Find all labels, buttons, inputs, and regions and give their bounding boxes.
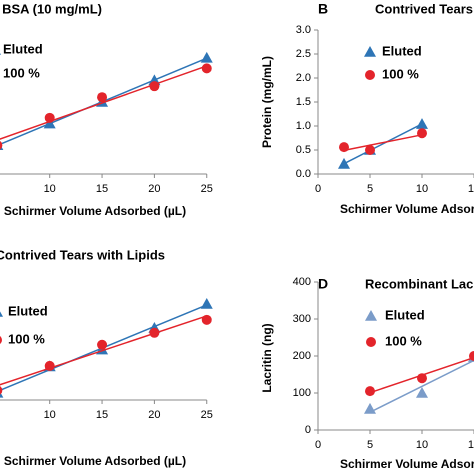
- x-tick-label: 25: [201, 183, 213, 195]
- x-tick-label: 0: [315, 183, 321, 195]
- data-point: [43, 117, 56, 129]
- data-point: [417, 373, 427, 384]
- x-tick-label: 15: [96, 183, 108, 195]
- legend-marker: [365, 70, 375, 80]
- legend-label: Eluted: [382, 43, 422, 58]
- data-point: [200, 298, 213, 309]
- data-point: [469, 351, 474, 361]
- data-point: [417, 128, 427, 139]
- legend-marker: [365, 310, 377, 321]
- data-point: [416, 118, 428, 129]
- y-tick-label: 400: [293, 276, 311, 288]
- x-axis-label: Schirmer Volume Adsorbed (µL): [340, 457, 474, 471]
- y-tick-label: 300: [293, 313, 311, 325]
- panel-letter: D: [318, 276, 328, 292]
- y-tick-label: 2.5: [296, 48, 311, 60]
- x-tick-label: 20: [148, 183, 160, 195]
- trend-line: [0, 65, 208, 140]
- data-point: [201, 63, 212, 74]
- data-point: [149, 327, 160, 338]
- y-tick-label: 0.5: [296, 144, 311, 156]
- y-tick-label: 100: [293, 387, 311, 399]
- y-axis-label: Protein (mg/mL): [260, 56, 274, 148]
- legend-label: 100 %: [385, 333, 422, 348]
- data-point: [200, 51, 213, 63]
- x-axis-label: Schirmer Volume Adsorbed (µL): [4, 204, 186, 218]
- x-tick-label: 5: [367, 183, 373, 195]
- data-point: [365, 145, 375, 155]
- data-point: [339, 142, 349, 153]
- data-point: [0, 391, 4, 398]
- panel-title: Contrived Tears: [375, 1, 473, 16]
- y-tick-label: 1.0: [296, 120, 311, 132]
- trend-line: [369, 359, 474, 413]
- legend-marker: [0, 52, 1, 55]
- data-point: [201, 314, 212, 325]
- y-axis-label: Lacritin (ng): [260, 323, 274, 392]
- legend-label: Eluted: [385, 307, 425, 322]
- x-tick-label: 25: [201, 409, 213, 421]
- data-point: [97, 92, 108, 103]
- x-tick-label: 15: [468, 183, 474, 195]
- x-tick-label: 5: [367, 439, 373, 451]
- legend-marker: [364, 46, 376, 57]
- y-tick-label: 2.0: [296, 72, 311, 84]
- data-point: [365, 386, 375, 397]
- panel-title: Recombinant Lacritin: [365, 276, 474, 291]
- panel-title: BSA (10 mg/mL): [2, 1, 102, 16]
- x-tick-label: 15: [96, 409, 108, 421]
- legend-label: Eluted: [3, 41, 43, 56]
- legend-label: 100 %: [3, 65, 40, 80]
- legend-marker: [366, 337, 376, 347]
- data-point: [44, 360, 55, 371]
- legend-label: Eluted: [8, 303, 48, 318]
- y-tick-label: 3.0: [296, 24, 311, 36]
- x-tick-label: 10: [44, 409, 56, 421]
- data-point: [338, 157, 350, 169]
- y-tick-label: 1.5: [296, 96, 311, 108]
- data-point: [149, 81, 160, 92]
- x-axis-label: Schirmer Volume Adsorbed (µL): [340, 202, 474, 216]
- legend-marker: [0, 311, 3, 317]
- legend-marker: [0, 336, 2, 344]
- legend-label: 100 %: [8, 331, 45, 346]
- data-point: [0, 140, 3, 150]
- x-tick-label: 10: [416, 183, 428, 195]
- data-point: [364, 402, 376, 414]
- x-tick-label: 10: [416, 439, 428, 451]
- data-point: [0, 386, 3, 395]
- y-tick-label: 0.0: [296, 168, 311, 180]
- panel-letter: B: [318, 1, 328, 17]
- x-tick-label: 10: [44, 183, 56, 195]
- data-point: [97, 339, 108, 350]
- legend-label: 100 %: [382, 66, 419, 81]
- x-tick-label: 20: [148, 409, 160, 421]
- panel-title: Contrived Tears with Lipids: [0, 247, 165, 262]
- trend-line: [343, 123, 423, 165]
- y-tick-label: 200: [293, 350, 311, 362]
- x-tick-label: 15: [468, 439, 474, 451]
- x-tick-label: 0: [315, 439, 321, 451]
- trend-line: [343, 134, 423, 152]
- data-point: [416, 387, 428, 398]
- data-point: [44, 112, 55, 123]
- y-tick-label: 0: [305, 424, 311, 436]
- x-axis-label: Schirmer Volume Adsorbed (µL): [4, 454, 186, 468]
- trend-line: [0, 315, 207, 386]
